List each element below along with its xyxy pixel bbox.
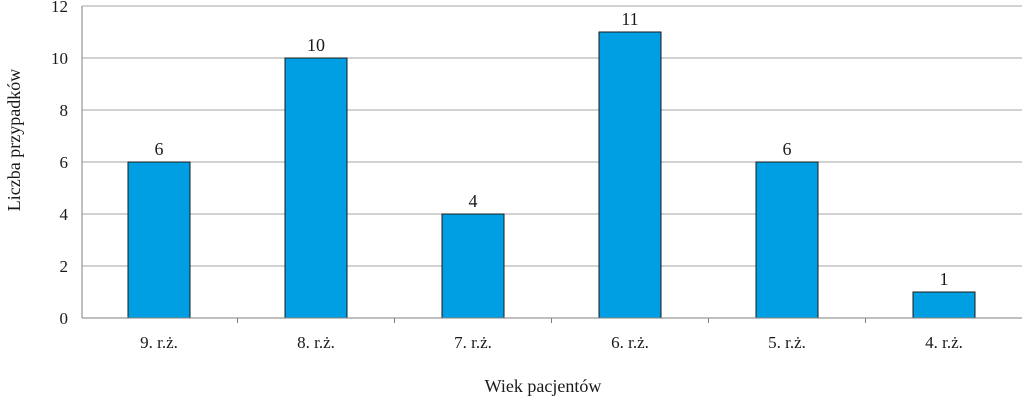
y-tick-label-8: 8 [60,101,69,120]
bar-5 [755,161,819,319]
x-category-label-3: 7. r.ż. [454,333,492,352]
data-label-2: 10 [307,35,325,55]
bar-4 [598,31,662,319]
x-category-label-4: 6. r.ż. [611,333,649,352]
bar-3 [441,213,505,319]
x-category-label-1: 9. r.ż. [140,333,178,352]
y-tick-label-10: 10 [51,49,68,68]
x-category-label-6: 4. r.ż. [925,333,963,352]
y-tick-label-2: 2 [60,257,69,276]
y-tick-label-4: 4 [60,205,69,224]
data-label-5: 6 [783,139,792,159]
y-tick-label-12: 12 [51,0,68,16]
y-tick-label-0: 0 [60,309,69,328]
data-label-1: 6 [155,139,164,159]
bar-1 [127,161,191,319]
gridlines [82,5,1022,267]
x-category-label-5: 5. r.ż. [768,333,806,352]
bar-6 [912,291,976,319]
bar-2 [284,57,348,319]
y-tick-label-6: 6 [60,153,69,172]
bars [127,31,976,319]
data-label-4: 11 [621,9,638,29]
data-label-3: 4 [469,191,478,211]
labels: 0 2 4 6 8 10 12 6 9. r.ż. 10 8. r.ż. 4 7. r.ż. 11 6. r… [51,0,963,352]
axes [81,6,1022,323]
y-axis-title: Liczba przypadków [4,69,24,211]
x-axis-title: Wiek pacjentów [485,376,602,396]
data-label-6: 1 [940,269,949,289]
x-category-label-2: 8. r.ż. [297,333,335,352]
